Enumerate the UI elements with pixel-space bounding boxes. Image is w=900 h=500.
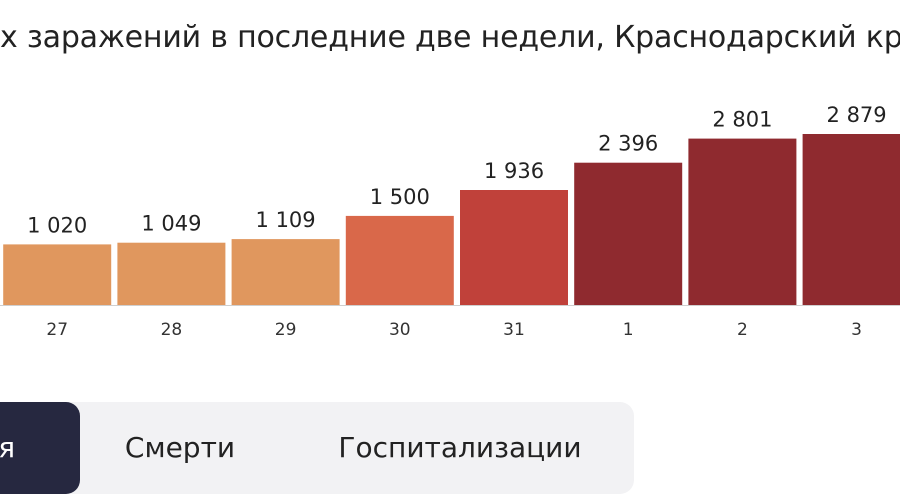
x-tick-label: 28 bbox=[161, 320, 183, 340]
metric-tabs: ия Смерти Госпитализации bbox=[0, 402, 634, 494]
tab-deaths-label: Смерти bbox=[124, 431, 236, 464]
tab-hospitalizations[interactable]: Госпитализации bbox=[335, 402, 585, 494]
bar-value-label: 2 396 bbox=[598, 132, 658, 156]
bar-3[interactable] bbox=[802, 134, 900, 305]
bar-value-label: 1 020 bbox=[27, 213, 87, 237]
x-tick-label: 2 bbox=[737, 320, 748, 340]
x-tick-label: 29 bbox=[275, 320, 297, 340]
tab-infections-label: ия bbox=[0, 431, 16, 464]
tab-deaths[interactable]: Смерти bbox=[110, 402, 250, 494]
bar-value-label: 1 936 bbox=[484, 159, 544, 183]
bar-29[interactable] bbox=[231, 239, 340, 305]
bar-1[interactable] bbox=[574, 162, 683, 305]
bar-value-label: 2 879 bbox=[827, 103, 887, 127]
bar-31[interactable] bbox=[460, 190, 568, 305]
bar-value-label: 1 109 bbox=[256, 208, 316, 232]
tab-infections[interactable]: ия bbox=[0, 402, 80, 494]
x-tick-label: 3 bbox=[851, 320, 862, 340]
tab-hospitalizations-label: Госпитализации bbox=[338, 431, 582, 464]
bar-chart: 1 020 1 049 1 109 1 500 1 936 2 396 2 801 2 879… bbox=[0, 103, 900, 340]
x-tick-label: 27 bbox=[46, 320, 68, 340]
bar-2[interactable] bbox=[688, 138, 797, 305]
x-tick-label: 30 bbox=[389, 320, 411, 340]
bar-value-label: 2 801 bbox=[712, 108, 772, 132]
chart-title: х заражений в последние две недели, Крас… bbox=[0, 20, 900, 55]
bar-value-label: 1 049 bbox=[141, 212, 201, 236]
bar-28[interactable] bbox=[117, 242, 226, 305]
x-tick-label: 31 bbox=[503, 320, 525, 340]
bar-27[interactable] bbox=[3, 244, 112, 305]
bar-30[interactable] bbox=[345, 215, 454, 305]
bar-value-label: 1 500 bbox=[370, 185, 430, 209]
x-tick-label: 1 bbox=[623, 320, 634, 340]
